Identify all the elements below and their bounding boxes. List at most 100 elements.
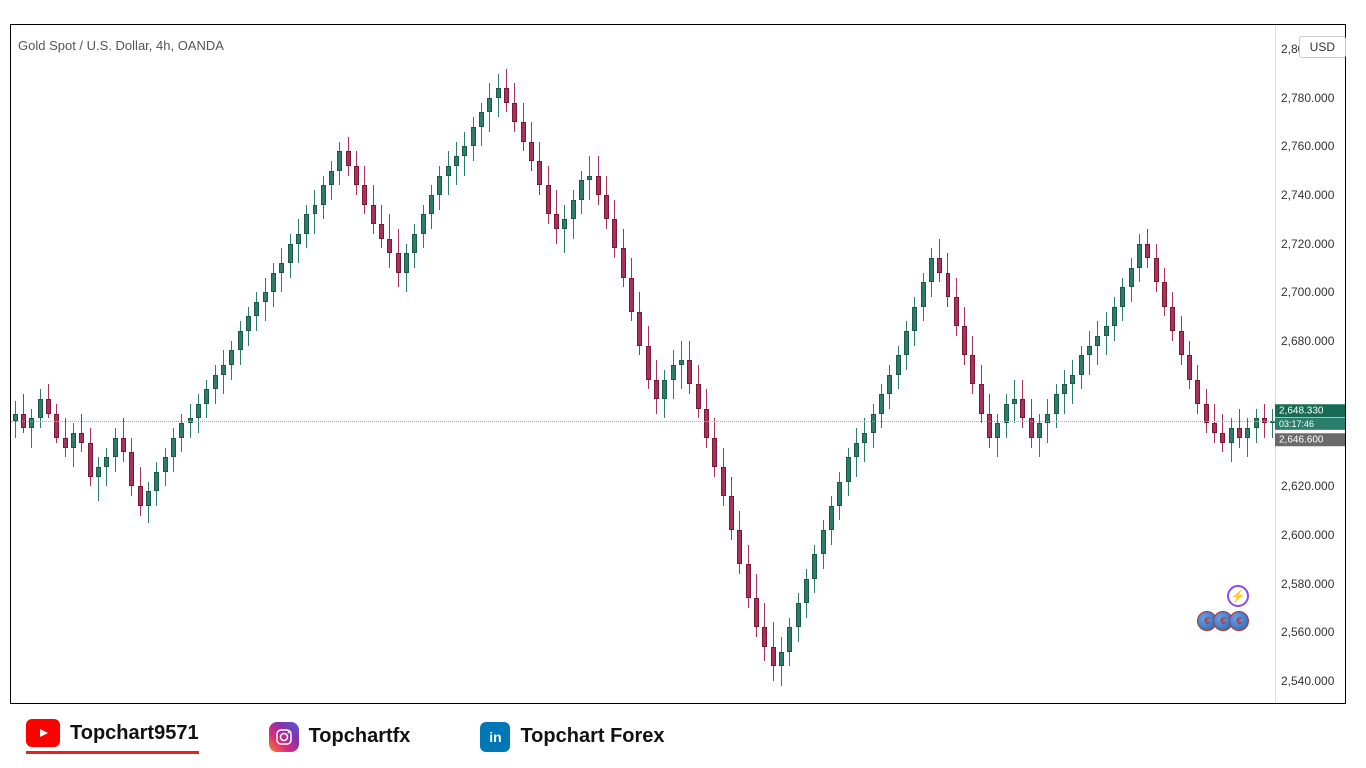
candle	[904, 321, 909, 370]
candle	[929, 248, 934, 297]
candle	[1170, 292, 1175, 341]
candle	[871, 404, 876, 448]
instagram-icon	[269, 722, 299, 752]
candle	[829, 496, 834, 545]
candle	[762, 603, 767, 661]
candle	[88, 428, 93, 486]
candle	[29, 409, 34, 448]
candle	[946, 253, 951, 306]
candle	[21, 394, 26, 433]
candle	[979, 365, 984, 423]
candle	[1012, 380, 1017, 424]
y-axis-label: 2,560.000	[1275, 625, 1345, 639]
candle	[1245, 418, 1250, 457]
candle	[313, 190, 318, 234]
candle	[271, 263, 276, 307]
candle	[696, 365, 701, 418]
candle	[1129, 258, 1134, 302]
candle	[38, 389, 43, 428]
ask-price-tag: 2,646.600	[1275, 433, 1345, 447]
candle	[113, 428, 118, 472]
candle	[163, 448, 168, 487]
candle	[1029, 399, 1034, 448]
y-axis-label: 2,740.000	[1275, 188, 1345, 202]
candle	[796, 593, 801, 642]
social-links: Topchart9571 Topchartfx in Topchart Fore…	[26, 719, 665, 754]
candle	[1195, 365, 1200, 414]
candle	[321, 176, 326, 220]
candle	[529, 122, 534, 171]
candle	[396, 229, 401, 287]
candle	[704, 389, 709, 447]
candle	[487, 83, 492, 132]
candle	[846, 448, 851, 497]
candle	[354, 151, 359, 195]
candle	[1070, 360, 1075, 404]
currency-selector[interactable]: USD	[1299, 36, 1346, 58]
candle	[646, 326, 651, 389]
candle	[512, 83, 517, 132]
candle	[429, 185, 434, 229]
candle	[1145, 229, 1150, 268]
candle	[787, 618, 792, 667]
candle	[421, 205, 426, 249]
y-axis-label: 2,760.000	[1275, 139, 1345, 153]
chart-title: Gold Spot / U.S. Dollar, 4h, OANDA	[18, 38, 224, 53]
bid-price-tag: 2,648.330	[1275, 404, 1345, 418]
candle	[671, 350, 676, 399]
instagram-link[interactable]: Topchartfx	[269, 722, 411, 752]
candle	[1254, 409, 1259, 443]
candle	[362, 166, 367, 215]
candle	[146, 482, 151, 523]
candle	[171, 428, 176, 472]
candle	[471, 117, 476, 161]
linkedin-link[interactable]: in Topchart Forex	[480, 722, 664, 752]
candle	[404, 244, 409, 293]
candle	[288, 234, 293, 278]
candle	[154, 462, 159, 506]
candle	[1120, 278, 1125, 322]
candle	[1212, 404, 1217, 443]
badge-circles: € € €	[1201, 611, 1249, 631]
candle	[887, 365, 892, 409]
y-axis-label: 2,720.000	[1275, 237, 1345, 251]
candle	[79, 414, 84, 453]
y-axis-label: 2,580.000	[1275, 577, 1345, 591]
candle	[854, 428, 859, 477]
candle	[238, 321, 243, 365]
linkedin-icon: in	[480, 722, 510, 752]
chart-plot-area[interactable]	[11, 25, 1275, 703]
candle	[1229, 418, 1234, 462]
candle	[1154, 244, 1159, 293]
candle	[63, 418, 68, 457]
y-axis[interactable]: 2,540.0002,560.0002,580.0002,600.0002,62…	[1275, 25, 1345, 703]
candle	[804, 569, 809, 618]
candle	[54, 404, 59, 443]
candle	[504, 69, 509, 113]
candle	[721, 448, 726, 506]
candle	[337, 142, 342, 186]
candle	[1204, 389, 1209, 433]
candle	[812, 545, 817, 594]
candle	[254, 292, 259, 331]
youtube-link[interactable]: Topchart9571	[26, 719, 199, 754]
candle	[1062, 370, 1067, 414]
candle	[729, 477, 734, 540]
chart-container: 2,540.0002,560.0002,580.0002,600.0002,62…	[10, 24, 1346, 704]
y-axis-label: 2,600.000	[1275, 528, 1345, 542]
candle	[937, 239, 942, 283]
flash-icon[interactable]: ⚡	[1227, 585, 1249, 607]
linkedin-label: Topchart Forex	[520, 725, 664, 748]
candle	[1137, 234, 1142, 283]
candle	[1079, 346, 1084, 390]
candle	[637, 292, 642, 355]
candle	[621, 229, 626, 287]
candle	[204, 380, 209, 419]
y-axis-label: 2,700.000	[1275, 285, 1345, 299]
candle	[46, 384, 51, 418]
candle	[754, 574, 759, 637]
candle	[587, 156, 592, 200]
candle	[279, 248, 284, 292]
candle	[654, 360, 659, 413]
candle	[921, 273, 926, 322]
